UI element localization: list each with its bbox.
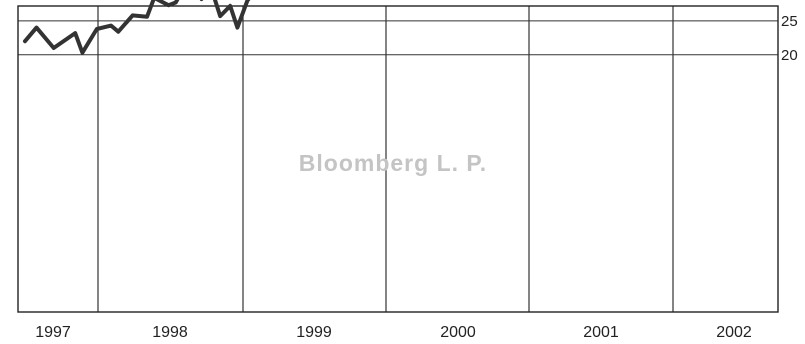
y-tick-label-20: 20 — [781, 47, 798, 64]
horizontal-gridlines — [18, 20, 778, 56]
x-tick-label-1998: 1998 — [152, 324, 188, 341]
x-tick-label-2001: 2001 — [583, 324, 619, 341]
x-tick-label-1997: 1997 — [35, 324, 71, 341]
vertical-gridlines — [97, 6, 674, 312]
y-axis-tick-labels: 202530354045505560 — [781, 13, 798, 64]
y-tick-label-25: 25 — [781, 13, 798, 30]
x-tick-label-2002: 2002 — [716, 324, 752, 341]
x-axis-tick-labels: 1997 1998 1999 2000 2001 2002 — [35, 324, 752, 341]
price-series-line — [23, 0, 251, 55]
x-tick-label-1999: 1999 — [296, 324, 332, 341]
watermark-text: Bloomberg L. P. — [299, 150, 487, 176]
x-tick-label-2000: 2000 — [440, 324, 476, 341]
plot-frame — [17, 5, 779, 313]
